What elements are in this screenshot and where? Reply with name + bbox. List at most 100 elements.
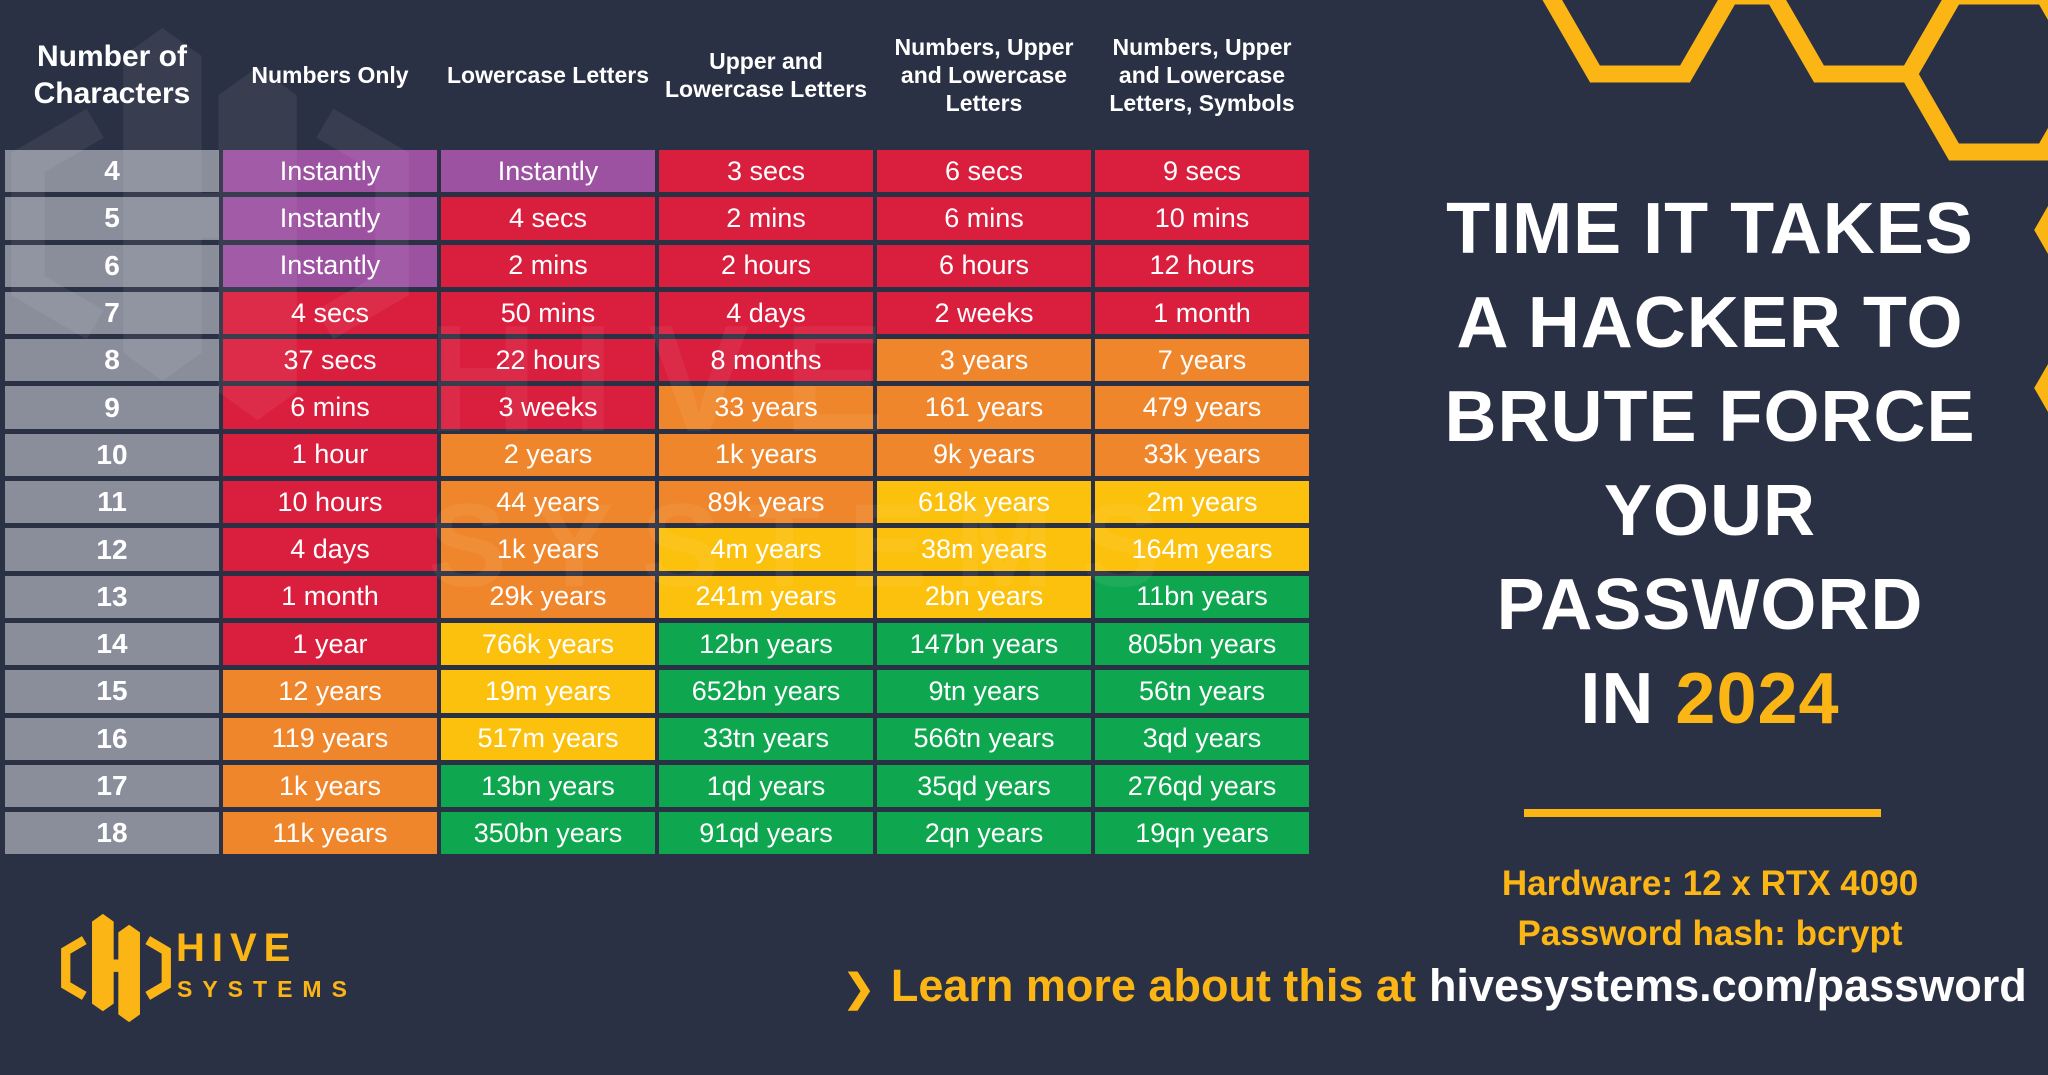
header-column: Lowercase Letters [447, 61, 649, 88]
char-count-cell: 12 [5, 528, 219, 571]
time-cell: 566tn years [877, 717, 1091, 760]
time-cell: 1 month [1095, 291, 1309, 335]
time-cell: 3qd years [1095, 717, 1309, 760]
time-cell: 1qd years [659, 764, 873, 808]
title-year: 2024 [1675, 659, 1840, 739]
time-cell: 56tn years [1095, 670, 1309, 713]
time-cell: 4 secs [441, 197, 655, 240]
char-count-cell: 17 [5, 764, 219, 808]
char-count-cell: 11 [5, 481, 219, 524]
time-cell: 12 years [223, 670, 437, 713]
title-divider-rule [1524, 809, 1881, 817]
time-cell: 1k years [441, 528, 655, 571]
time-cell: 6 secs [877, 150, 1091, 193]
header-column: Upper and Lowercase Letters [665, 47, 867, 102]
header-column: Numbers, Upper and Lowercase Letters, Sy… [1109, 33, 1295, 117]
time-cell: 3 weeks [441, 386, 655, 429]
time-cell: 2 weeks [877, 291, 1091, 335]
time-cell: 33 years [659, 386, 873, 429]
logo-systems-text: SYSTEMS [177, 976, 357, 1002]
time-cell: 38m years [877, 528, 1091, 571]
main-title: TIME IT TAKES A HACKER TO BRUTE FORCE YO… [1380, 182, 2040, 746]
footer-tagline: ❯ Learn more about this at hivesystems.c… [843, 960, 2027, 1012]
hardware-spec-line: Hardware: 12 x RTX 4090 [1501, 864, 1919, 903]
time-cell: 89k years [659, 481, 873, 524]
time-cell: 12 hours [1095, 244, 1309, 287]
title-line-year: IN 2024 [1580, 659, 1840, 739]
time-cell: 33tn years [659, 717, 873, 760]
time-cell: 1k years [223, 764, 437, 808]
time-cell: 805bn years [1095, 622, 1309, 666]
time-cell: 164m years [1095, 528, 1309, 571]
time-cell: 4 days [659, 291, 873, 335]
time-cell: 10 hours [223, 481, 437, 524]
time-cell: 147bn years [877, 622, 1091, 666]
time-cell: 119 years [223, 717, 437, 760]
time-cell: 3 years [877, 339, 1091, 382]
logo-hive-text: HIVE [176, 926, 298, 970]
header-column: Numbers, Upper and Lowercase Letters [894, 33, 1074, 117]
time-cell: 7 years [1095, 339, 1309, 382]
time-cell: 9k years [877, 433, 1091, 477]
time-cell: 2qn years [877, 812, 1091, 855]
time-cell: 6 hours [877, 244, 1091, 287]
title-line: YOUR [1603, 471, 1817, 551]
char-count-cell: 9 [5, 386, 219, 429]
chevron-icon: ❯ [843, 968, 875, 1010]
char-count-cell: 18 [5, 812, 219, 855]
time-cell: 19m years [441, 670, 655, 713]
password-crack-time-table: 4 Instantly Instantly 3 secs 6 secs 9 secs 5 In… [5, 150, 1309, 855]
hive-systems-logo-icon [58, 906, 174, 1030]
time-cell: 1 hour [223, 433, 437, 477]
time-cell: 1 year [223, 622, 437, 666]
time-cell: 2 mins [441, 244, 655, 287]
time-cell: 11k years [223, 812, 437, 855]
time-cell: 11bn years [1095, 575, 1309, 618]
time-cell: 12bn years [659, 622, 873, 666]
time-cell: 9tn years [877, 670, 1091, 713]
time-cell: 91qd years [659, 812, 873, 855]
time-cell: 8 months [659, 339, 873, 382]
time-cell: 4 days [223, 528, 437, 571]
time-cell: 10 mins [1095, 197, 1309, 240]
time-cell: 276qd years [1095, 764, 1309, 808]
time-cell: 44 years [441, 481, 655, 524]
title-line: PASSWORD [1496, 565, 1924, 645]
time-cell: 766k years [441, 622, 655, 666]
time-cell: 50 mins [441, 291, 655, 335]
time-cell: 4m years [659, 528, 873, 571]
time-cell: 2bn years [877, 575, 1091, 618]
time-cell: 350bn years [441, 812, 655, 855]
time-cell: 3 secs [659, 150, 873, 193]
time-cell: 9 secs [1095, 150, 1309, 193]
time-cell: 29k years [441, 575, 655, 618]
char-count-cell: 16 [5, 717, 219, 760]
char-count-cell: 15 [5, 670, 219, 713]
time-cell: 2m years [1095, 481, 1309, 524]
time-cell: 22 hours [441, 339, 655, 382]
time-cell: 1k years [659, 433, 873, 477]
time-cell: 517m years [441, 717, 655, 760]
time-cell: 479 years [1095, 386, 1309, 429]
char-count-cell: 10 [5, 433, 219, 477]
time-cell: 618k years [877, 481, 1091, 524]
title-line: TIME IT TAKES [1446, 189, 1974, 269]
time-cell: 652bn years [659, 670, 873, 713]
time-cell: 19qn years [1095, 812, 1309, 855]
time-cell: 241m years [659, 575, 873, 618]
hash-spec-line: Password hash: bcrypt [1517, 914, 1903, 953]
title-line: A HACKER TO [1456, 283, 1964, 363]
time-cell: 2 mins [659, 197, 873, 240]
hive-logo-watermark-icon [0, 0, 420, 448]
time-cell: 2 years [441, 433, 655, 477]
time-cell: 1 month [223, 575, 437, 618]
time-cell: 35qd years [877, 764, 1091, 808]
tagline-link[interactable]: hivesystems.com/password [1428, 960, 2027, 1011]
time-cell: 6 mins [877, 197, 1091, 240]
time-cell: 161 years [877, 386, 1091, 429]
time-cell: Instantly [441, 150, 655, 193]
char-count-cell: 14 [5, 622, 219, 666]
time-cell: 2 hours [659, 244, 873, 287]
tagline-prefix: Learn more about this at [890, 960, 1416, 1011]
